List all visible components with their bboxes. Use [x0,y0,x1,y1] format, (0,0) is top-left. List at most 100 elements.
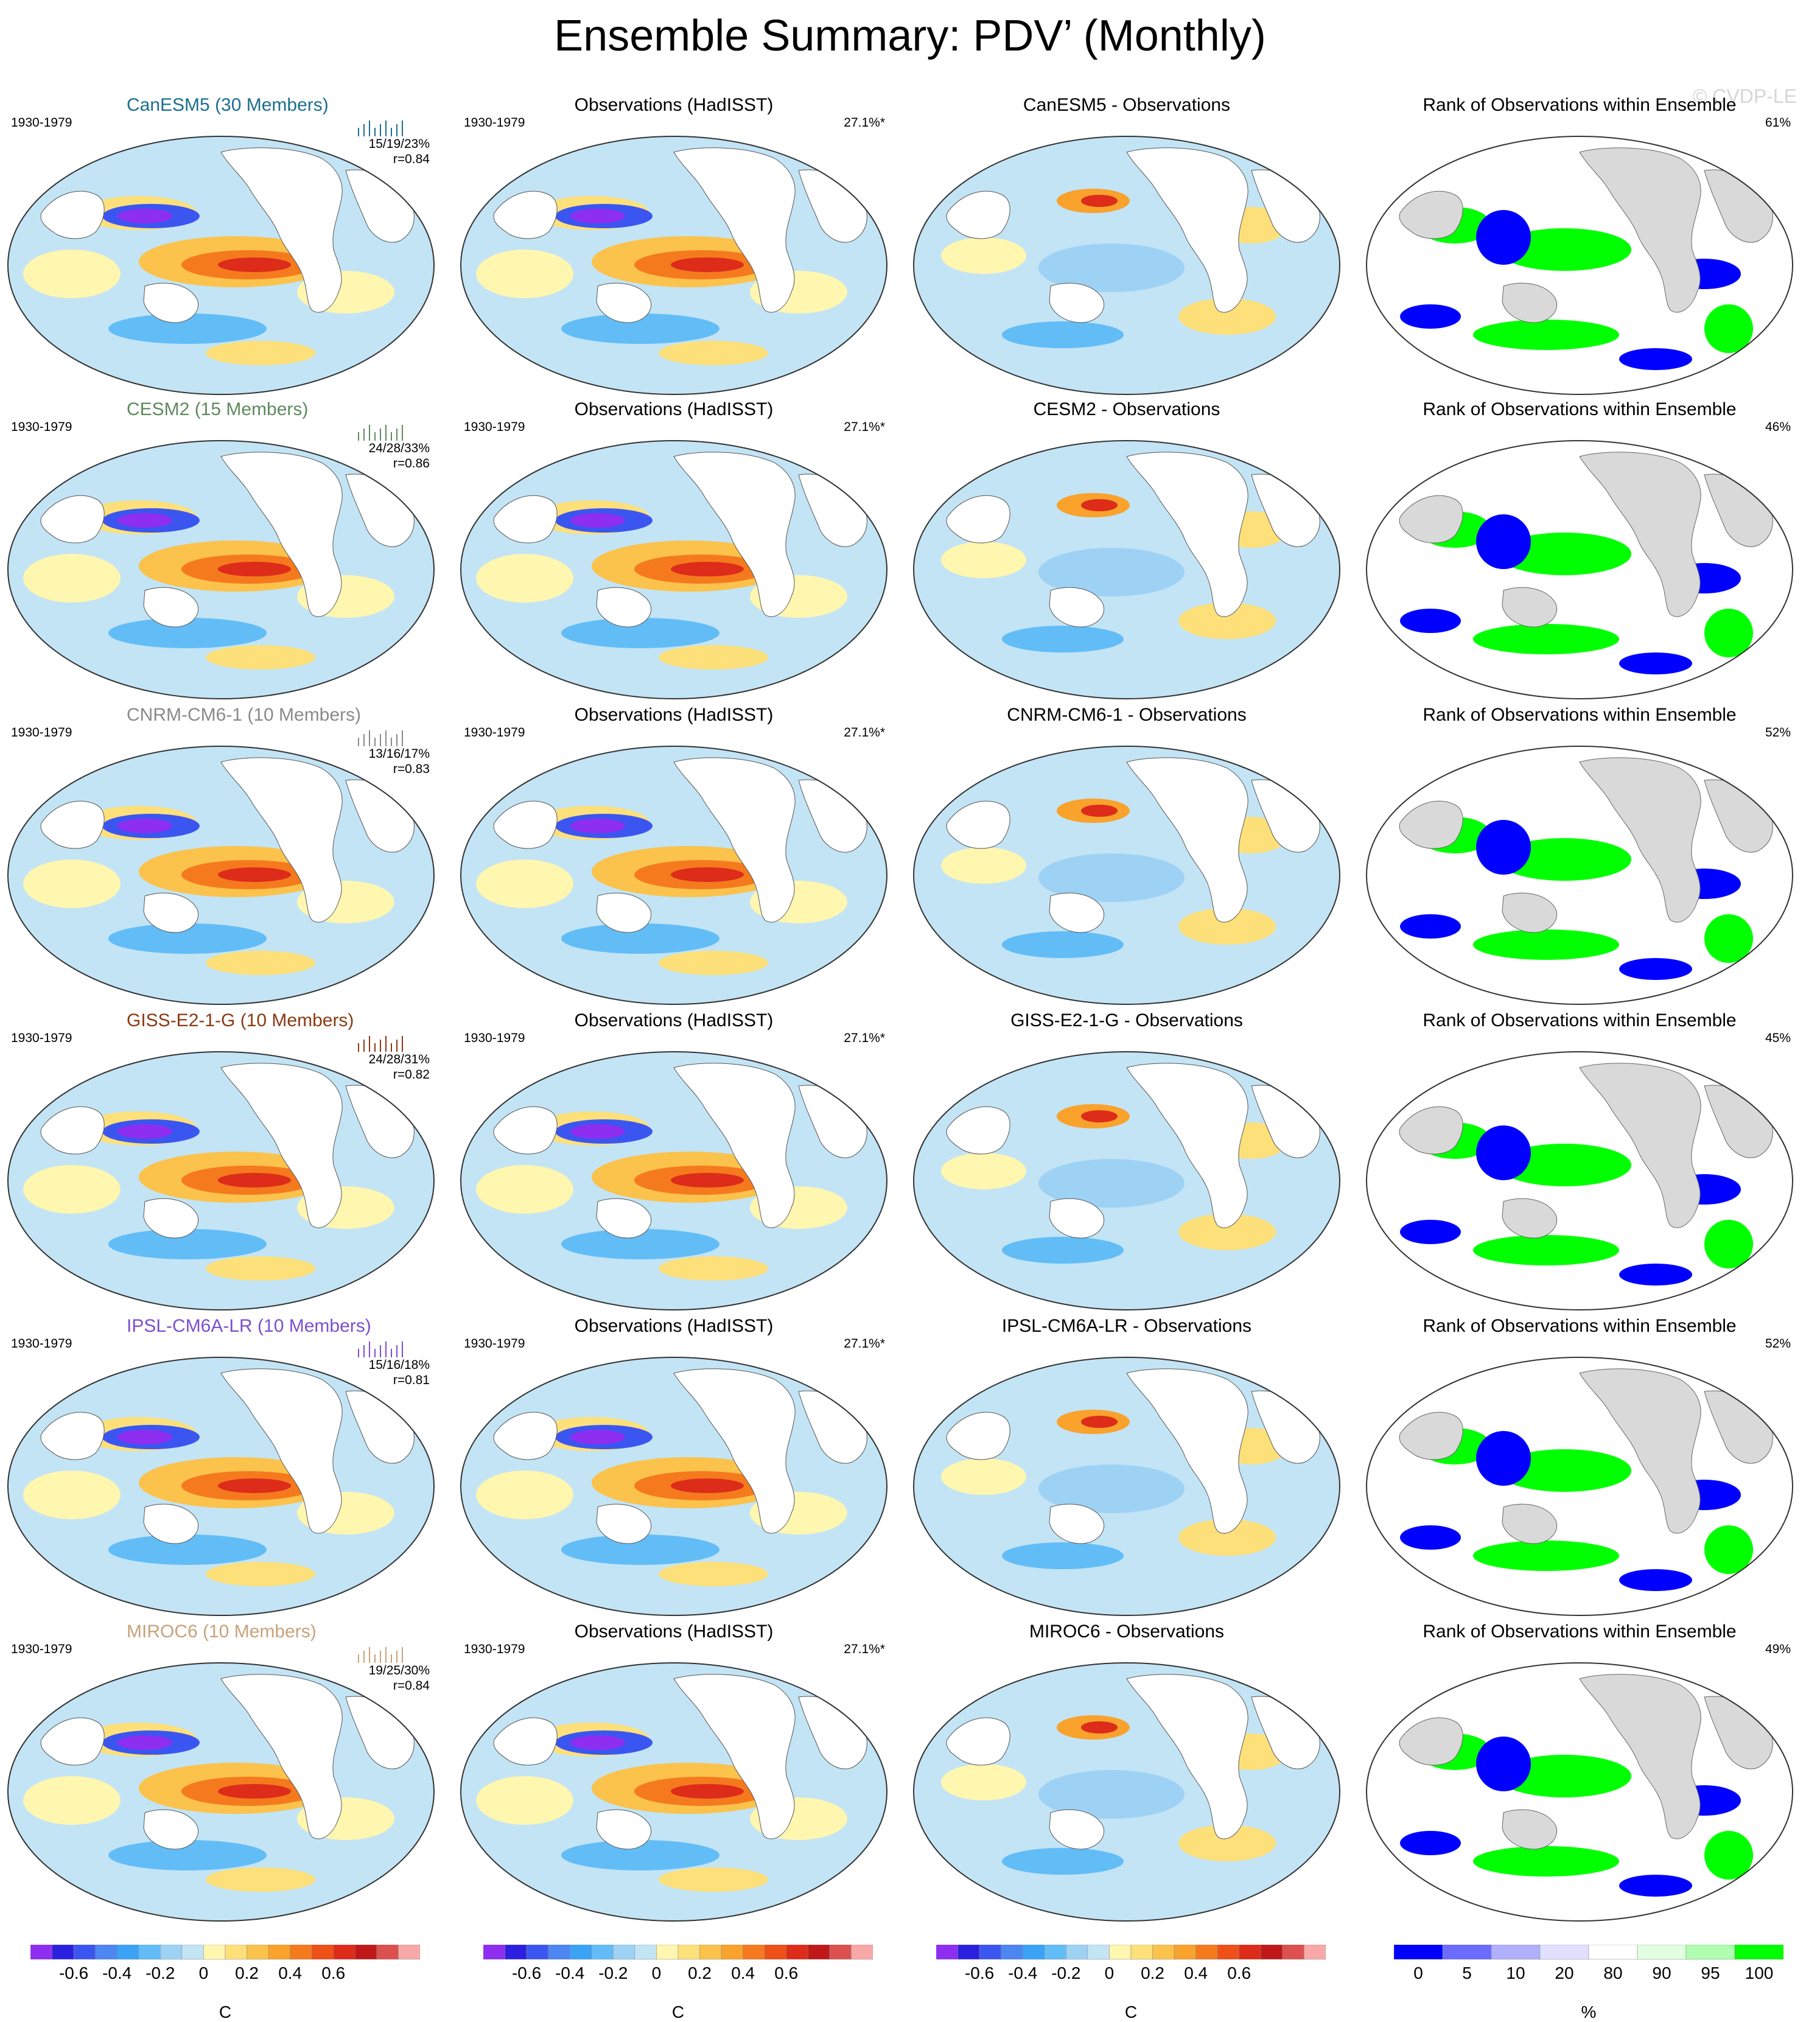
rank-panel: Rank of Observations within Ensemble 46% [1363,399,1796,701]
years-label: 1930-1979 [464,1337,525,1351]
diff-title: CanESM5 - Observations [1023,95,1231,115]
colorbar-swatch [699,1944,722,1960]
colorbar-tick: 0.4 [731,1964,755,1982]
obs-percent: 27.1%* [844,116,885,130]
model-stats: 13/16/17% r=0.83 [369,746,430,777]
colorbar-swatch [936,1944,958,1960]
obs-map-5 [460,1662,887,1922]
rank-panel: Rank of Observations within Ensemble 61% [1363,95,1796,397]
stats-text: 15/19/23% [368,137,430,151]
years-label: 1930-1979 [464,726,525,740]
member-tick [391,738,392,746]
model-panel: IPSL-CM6A-LR (10 Members) 1930-1979 15/16/… [5,1316,437,1618]
colorbar-tick: 0 [1105,1964,1115,1982]
sst-colorbar: -0.6 -0.4 -0.2 0 0.2 0.4 0.6 [936,1944,1326,2006]
member-tick [363,1651,365,1663]
model-panel: MIROC6 (10 Members) 1930-1979 19/25/30% r=0… [5,1621,437,1923]
obs-percent: 27.1%* [844,1337,885,1351]
colorbar-swatch [957,1944,980,1960]
diff-panel: CanESM5 - Observations [911,95,1343,397]
rank-title: Rank of Observations within Ensemble [1423,95,1737,115]
years-label: 1930-1979 [11,726,72,740]
rank-panel: Rank of Observations within Ensemble 52% [1363,705,1796,1007]
member-spread-icon [358,726,431,746]
model-stats: 15/19/23% r=0.84 [369,136,430,167]
colorbar-tick: 0.2 [1141,1964,1164,1982]
colorbar-tick: 0 [652,1964,662,1982]
colorbar-tick: 0.4 [1184,1964,1208,1982]
years-label: 1930-1979 [464,1031,525,1045]
member-tick [369,121,370,136]
colorbar-units: C [671,2003,685,2021]
colorbar-swatch [764,1944,787,1960]
diff-map-4 [913,1357,1340,1616]
colorbar-tick: 0.4 [278,1964,302,1982]
member-tick [391,128,392,136]
diff-title: MIROC6 - Observations [1029,1621,1225,1642]
member-tick [385,1342,387,1357]
years-label: 1930-1979 [11,1031,72,1045]
colorbar-swatch [247,1944,269,1960]
model-title: CESM2 (15 Members) [127,399,309,419]
diff-title: IPSL-CM6A-LR - Observations [1001,1316,1252,1336]
model-title: IPSL-CM6A-LR (10 Members) [127,1316,371,1336]
rank-map-3 [1366,1051,1793,1310]
member-tick [385,1647,387,1663]
model-map-4 [7,1357,435,1616]
colorbar-tick: -0.6 [965,1964,994,1982]
colorbar-swatch [979,1944,1001,1960]
correlation-text: r=0.83 [393,762,430,776]
stats-text: 19/25/30% [368,1663,430,1677]
model-map-0 [7,136,435,395]
diff-title: CNRM-CM6-1 - Observations [1007,705,1247,725]
colorbar-swatch [505,1944,527,1960]
stats-text: 24/28/33% [368,441,430,455]
colorbar-swatch [1217,1944,1240,1960]
obs-panel: Observations (HadISST) 1930-1979 27.1%* [458,95,890,397]
diff-map-5 [913,1662,1340,1922]
member-tick [402,425,403,441]
colorbar-tick: -0.6 [59,1964,88,1982]
member-tick [369,1342,370,1357]
obs-map-4 [460,1357,887,1616]
member-tick [363,124,365,136]
diff-panel: MIROC6 - Observations [911,1621,1343,1923]
member-tick [358,1043,359,1052]
diff-map-2 [913,746,1340,1005]
colorbar-swatch [1734,1944,1784,1960]
colorbar-tick: 95 [1701,1964,1720,1982]
obs-panel: Observations (HadISST) 1930-1979 27.1%* [458,1621,890,1923]
member-tick [396,124,397,136]
member-tick [374,128,376,136]
obs-title: Observations (HadISST) [574,95,774,115]
colorbar-swatch [333,1944,355,1960]
model-title: GISS-E2-1-G (10 Members) [127,1010,354,1030]
member-tick [374,738,376,746]
member-tick [358,738,359,746]
diff-map-1 [913,440,1340,699]
colorbar-swatch [677,1944,700,1960]
colorbar-swatch [116,1944,139,1960]
colorbar-tick: 90 [1652,1964,1671,1982]
stats-text: 13/16/17% [368,747,430,761]
obs-panel: Observations (HadISST) 1930-1979 27.1%* [458,1010,890,1312]
member-tick [402,1342,403,1357]
colorbar-swatch [1152,1944,1175,1960]
colorbar-tick: 0.2 [235,1964,259,1982]
colorbar-svg: 0 5 10 20 80 90 95 100 [1393,1944,1784,1982]
page-title: Ensemble Summary: PDV’ (Monthly) [554,12,1266,60]
colorbar-swatch [1261,1944,1283,1960]
member-tick [396,1345,397,1357]
member-tick [358,1654,359,1663]
colorbar-tick: 10 [1506,1964,1525,1982]
diff-title: CESM2 - Observations [1033,399,1220,419]
member-tick [385,121,387,136]
member-tick [396,1040,397,1052]
member-tick [391,432,392,441]
model-title: CanESM5 (30 Members) [127,95,329,115]
colorbar-swatch [1588,1944,1638,1960]
member-tick [402,730,403,746]
colorbar-swatch [851,1944,873,1960]
colorbar-swatch [138,1944,161,1960]
years-label: 1930-1979 [11,420,72,434]
